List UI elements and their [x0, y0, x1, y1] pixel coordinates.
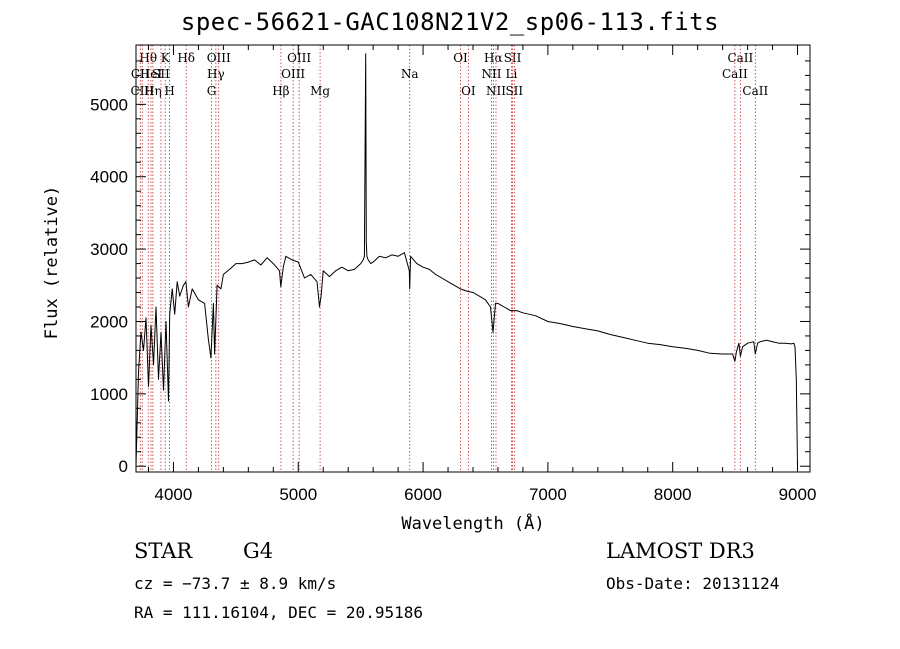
line-label-19: Hα — [484, 51, 503, 65]
line-label-6: SII — [152, 67, 170, 81]
x-tick-label-6000: 6000 — [404, 485, 442, 504]
redshift-text: cz = −73.7 ± 8.9 km/s — [134, 574, 337, 593]
line-label-23: Li — [506, 67, 518, 81]
y-tick-label-4000: 4000 — [90, 168, 128, 187]
line-label-20: NII — [481, 67, 501, 81]
x-tick-label-4000: 4000 — [155, 485, 193, 504]
line-label-13: OIII — [287, 51, 311, 65]
y-tick-label-5000: 5000 — [90, 95, 128, 114]
line-label-16: Na — [401, 67, 419, 81]
line-label-14: OIII — [281, 67, 305, 81]
line-label-21: NII — [486, 84, 506, 98]
line-label-18: OI — [461, 84, 476, 98]
line-label-27: CaII — [742, 84, 768, 98]
x-tick-label-5000: 5000 — [279, 485, 317, 504]
line-label-12: Hβ — [272, 84, 289, 98]
y-tick-label-2000: 2000 — [90, 312, 128, 331]
line-label-15: Mg — [310, 84, 330, 98]
x-tick-label-9000: 9000 — [779, 485, 817, 504]
line-label-26: CaII — [722, 67, 748, 81]
y-tick-label-3000: 3000 — [90, 240, 128, 259]
line-label-5: K — [161, 51, 171, 65]
line-label-24: SII — [505, 84, 523, 98]
y-tick-label-0: 0 — [119, 457, 128, 476]
y-tick-label-1000: 1000 — [90, 385, 128, 404]
line-label-22: SII — [504, 51, 522, 65]
chart-title: spec-56621-GAC108N21V2_sp06-113.fits — [180, 8, 720, 36]
line-label-8: Hδ — [177, 51, 195, 65]
line-label-10: Hγ — [207, 67, 225, 81]
x-tick-label-8000: 8000 — [654, 485, 692, 504]
object-class: STAR — [134, 539, 193, 563]
line-label-17: OI — [453, 51, 468, 65]
line-label-25: CaII — [727, 51, 753, 65]
spectrum-line — [135, 53, 798, 467]
x-tick-label-7000: 7000 — [529, 485, 567, 504]
line-label-7: H — [164, 84, 174, 98]
x-axis-label: Wavelength (Å) — [401, 512, 544, 534]
line-label-9: OIII — [207, 51, 231, 65]
obs-date-text: Obs-Date: 20131124 — [606, 574, 780, 593]
plot-frame — [135, 44, 811, 473]
object-subclass: G4 — [243, 539, 274, 563]
survey-name: LAMOST DR3 — [606, 539, 755, 563]
line-label-0: Hθ — [139, 51, 157, 65]
line-label-11: G — [207, 84, 217, 98]
line-label-3: HeI — [140, 67, 163, 81]
line-label-4: Hη — [144, 84, 162, 98]
y-axis-label: Flux (relative) — [42, 186, 62, 340]
coordinates-text: RA = 111.16104, DEC = 20.95186 — [134, 603, 423, 622]
